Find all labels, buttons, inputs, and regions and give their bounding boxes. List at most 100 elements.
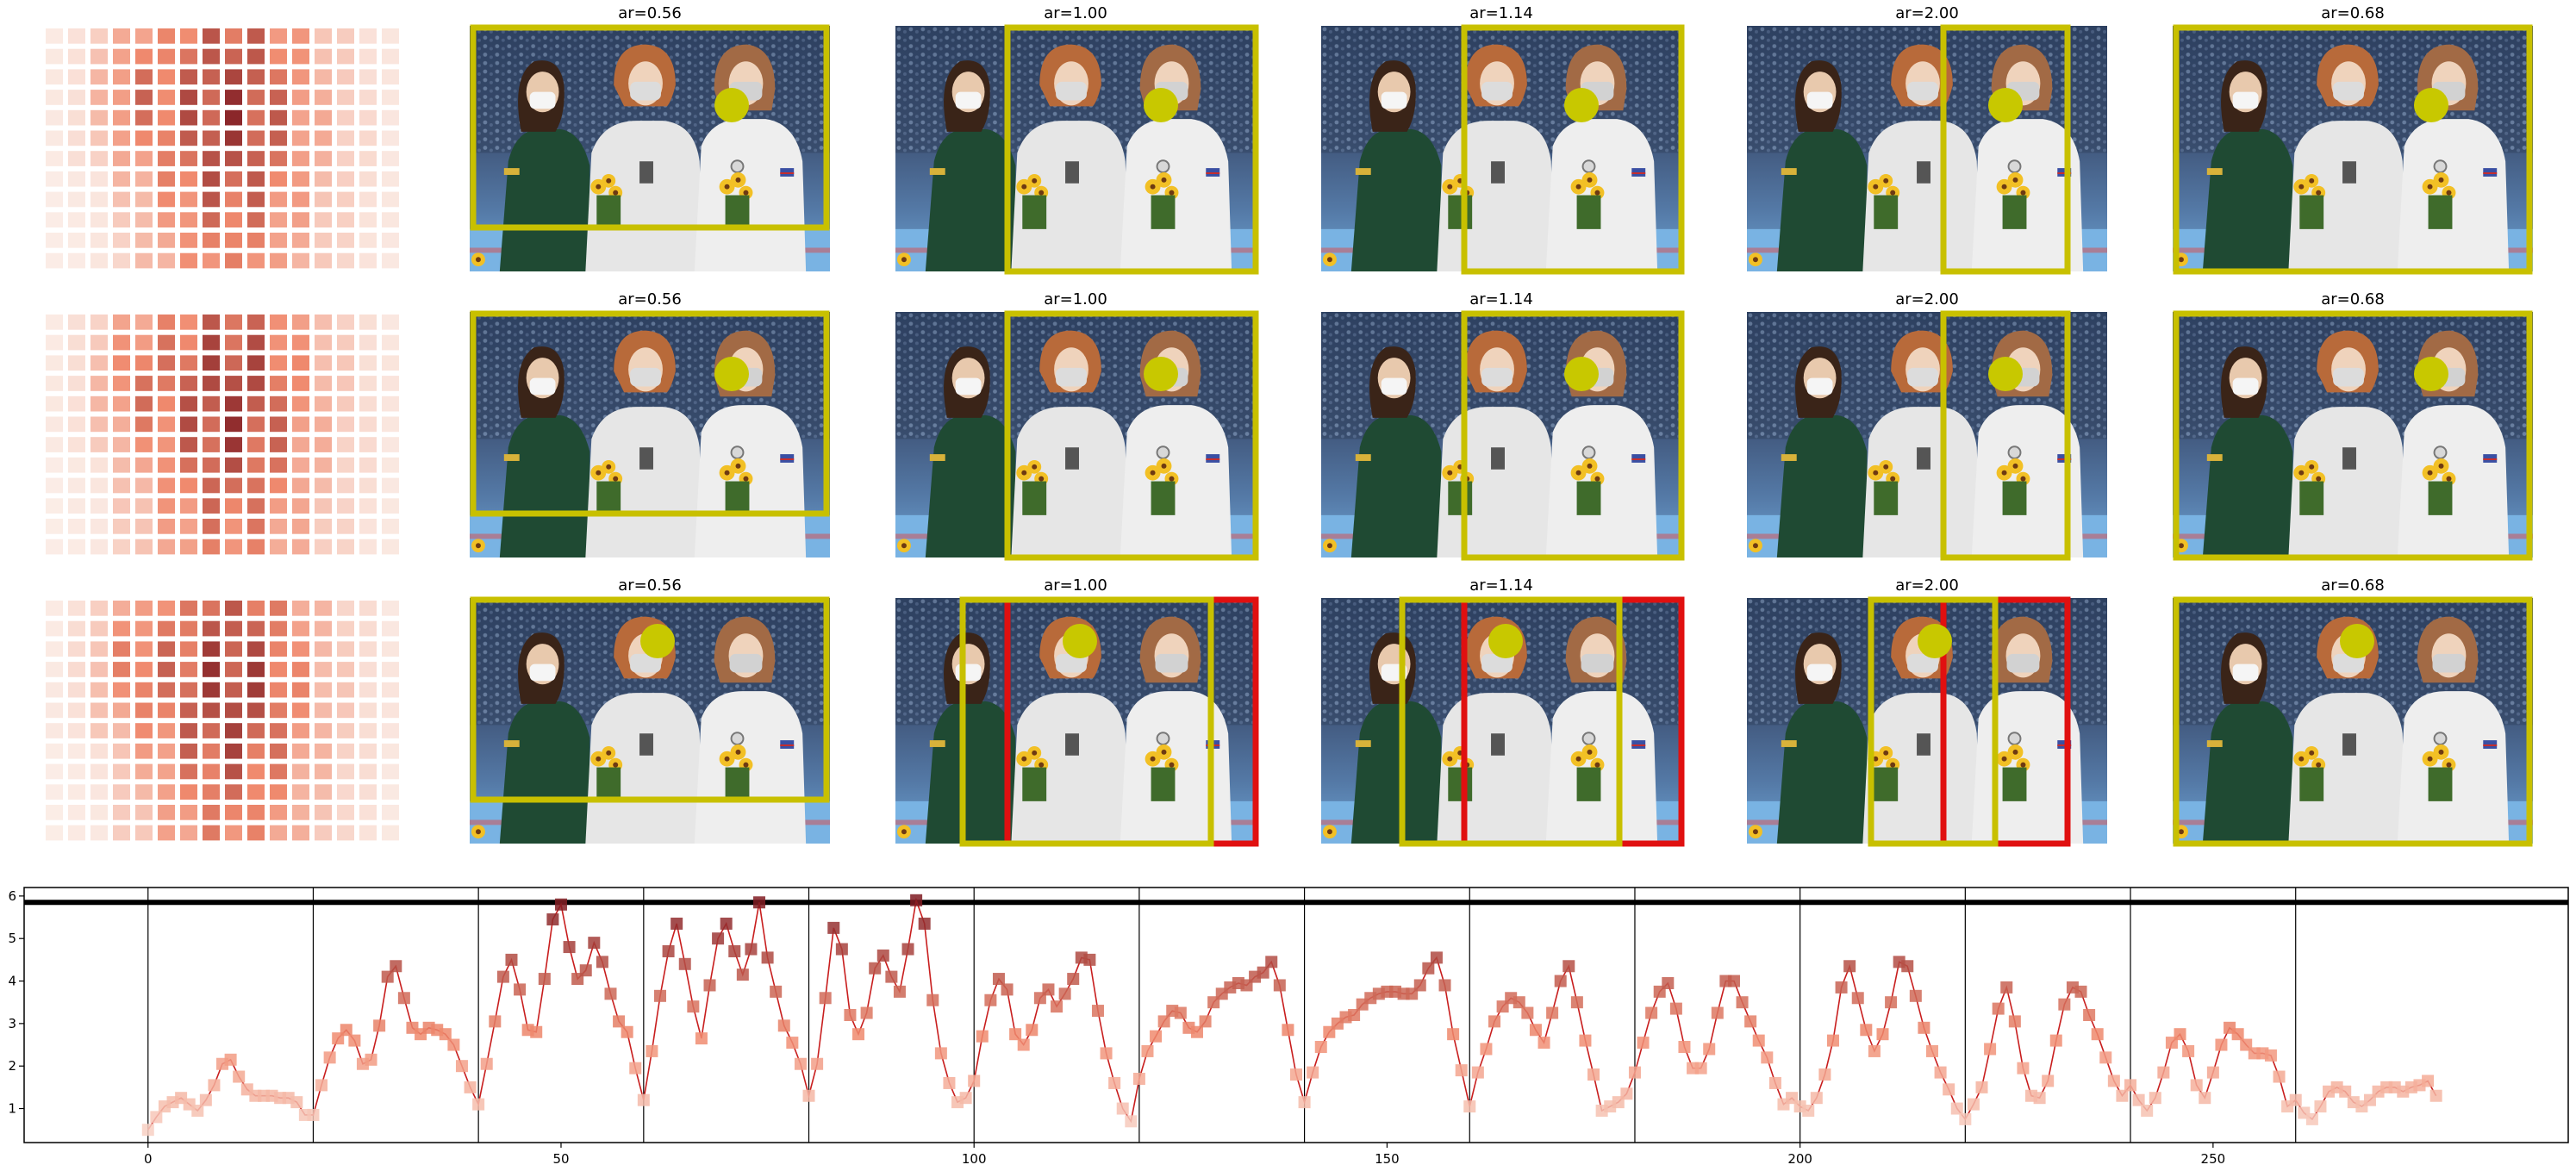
heatmap-cell — [359, 252, 377, 269]
data-point — [1876, 1028, 1889, 1041]
heatmap-cell — [135, 109, 153, 126]
data-point — [1058, 987, 1071, 1000]
heatmap-cell — [247, 784, 265, 800]
data-point — [191, 1105, 204, 1117]
heatmap-cell — [90, 355, 108, 371]
photo-image — [1321, 312, 1681, 557]
heatmap-cell — [46, 539, 63, 555]
heatmap-cell — [68, 805, 85, 820]
heatmap-cell — [113, 130, 130, 146]
heatmap-cell — [292, 109, 309, 126]
data-point — [2074, 985, 2087, 998]
heatmap-cell — [337, 109, 354, 126]
heatmap-cell — [68, 477, 85, 494]
heatmap-cell — [225, 48, 242, 65]
heatmap-cell — [315, 151, 332, 166]
data-point — [1934, 1066, 1947, 1079]
data-point — [1587, 1068, 1600, 1081]
photo-panel — [1321, 24, 1685, 275]
data-point — [2099, 1051, 2112, 1064]
heatmap-cell — [68, 252, 85, 269]
heatmap-cell — [68, 130, 85, 146]
data-point — [1752, 1034, 1765, 1047]
heatmap-cell — [292, 376, 309, 391]
heatmap-cell — [382, 498, 399, 514]
heatmap-cell — [180, 396, 197, 412]
heatmap-cell — [46, 437, 63, 452]
heatmap-cell — [225, 69, 242, 85]
heatmap-cell — [225, 662, 242, 677]
heatmap-cell — [90, 519, 108, 534]
photo-panel — [2173, 24, 2533, 275]
data-point — [2124, 1079, 2137, 1092]
heatmap-cell — [359, 763, 377, 780]
heatmap-cell — [90, 702, 108, 719]
data-point — [745, 943, 758, 956]
heatmap-cell — [158, 743, 175, 759]
heatmap-cell — [247, 48, 265, 65]
heatmap-cell — [68, 457, 85, 473]
heatmap-cell — [270, 191, 287, 208]
heatmap-cell — [337, 376, 354, 391]
heatmap-cell — [46, 416, 63, 433]
heatmap-cell — [247, 539, 265, 555]
heatmap-cell — [135, 784, 153, 800]
heatmap-cell — [113, 763, 130, 780]
heatmap-cell — [270, 69, 287, 85]
heatmap-cell — [203, 130, 220, 146]
heatmap-cell — [135, 355, 153, 371]
heatmap-cell — [135, 252, 153, 269]
heatmap-cell — [158, 416, 175, 433]
heatmap-cell — [270, 151, 287, 166]
heatmap-cell — [158, 69, 175, 85]
data-point — [1132, 1073, 1145, 1085]
data-point — [2429, 1089, 2442, 1102]
focus-point — [1918, 624, 1952, 658]
data-point — [1026, 1024, 1039, 1037]
heatmap-cell — [180, 130, 197, 146]
heatmap-cell — [90, 376, 108, 391]
heatmap-cell — [337, 763, 354, 780]
heatmap-cell — [382, 191, 399, 208]
heatmap-cell — [225, 457, 242, 473]
heatmap-cell — [158, 376, 175, 391]
data-point — [2017, 1062, 2030, 1074]
heatmap-cell — [247, 457, 265, 473]
heatmap-cell — [68, 69, 85, 85]
heatmap-cell — [270, 252, 287, 269]
data-point — [1290, 1068, 1302, 1081]
data-point — [671, 917, 683, 930]
heatmap-cell — [225, 519, 242, 534]
heatmap-cell — [113, 437, 130, 452]
heatmap-cell — [337, 437, 354, 452]
data-point — [290, 1096, 303, 1109]
data-point — [1001, 983, 1014, 996]
heatmap-cell — [270, 315, 287, 330]
heatmap-cell — [180, 641, 197, 657]
heatmap-cell — [113, 396, 130, 412]
data-point — [860, 1006, 873, 1019]
data-point — [1091, 1005, 1104, 1018]
data-point — [464, 1081, 477, 1093]
data-point — [1108, 1076, 1121, 1089]
heatmap-cell — [270, 437, 287, 452]
heatmap-cell — [180, 233, 197, 248]
data-point — [1282, 1024, 1294, 1037]
heatmap-cell — [382, 48, 399, 65]
data-point — [1438, 979, 1451, 992]
heatmap-cell — [225, 376, 242, 391]
x-tick-label: 100 — [962, 1151, 987, 1167]
heatmap-cell — [90, 334, 108, 351]
heatmap-cell — [247, 437, 265, 452]
data-point — [1736, 996, 1749, 1009]
data-point — [1141, 1044, 1154, 1057]
data-point — [1744, 1015, 1757, 1028]
heatmap-cell — [68, 396, 85, 412]
heatmap-cell — [113, 539, 130, 555]
heatmap-cell — [337, 519, 354, 534]
data-point — [1678, 1041, 1691, 1053]
photo-image — [1321, 26, 1681, 271]
data-point — [678, 957, 691, 970]
heatmap-cell — [315, 130, 332, 146]
heatmap-cell — [247, 355, 265, 371]
